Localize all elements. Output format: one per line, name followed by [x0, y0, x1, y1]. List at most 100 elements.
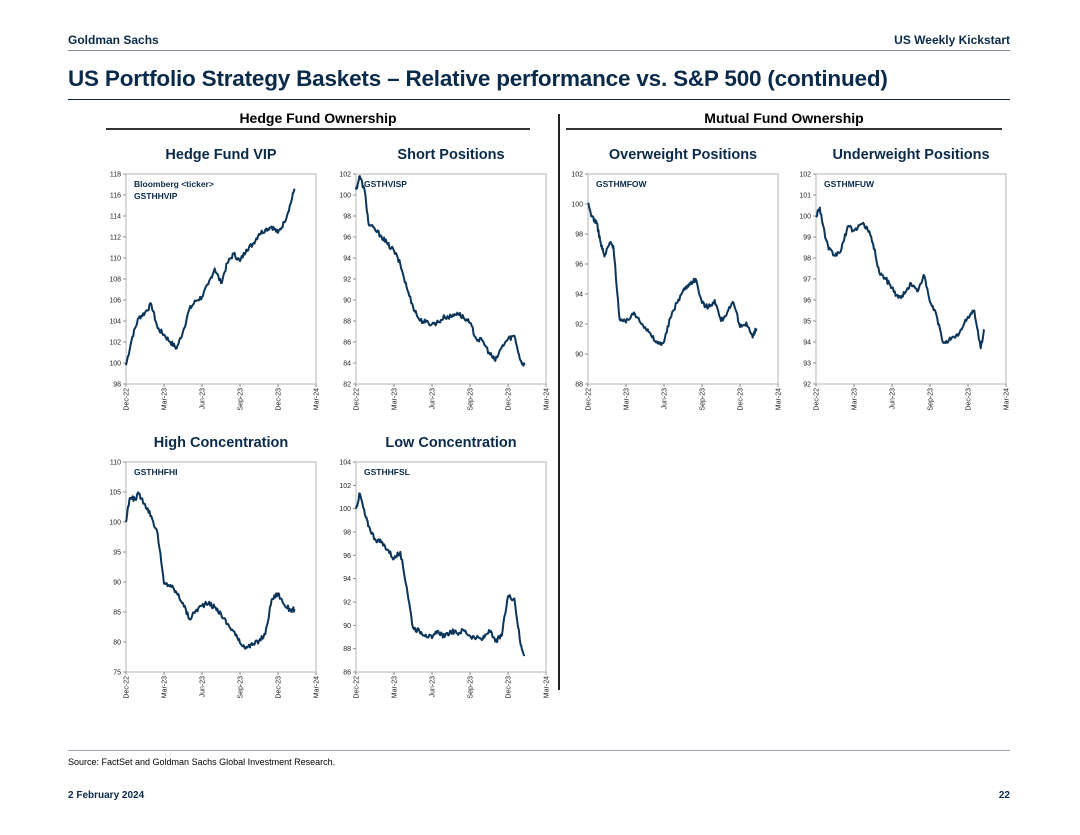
x-tick-label: Mar-23	[624, 388, 631, 410]
y-tick-label: 93	[803, 361, 811, 368]
x-tick-label: Dec-23	[966, 388, 973, 411]
y-tick-label: 105	[109, 490, 121, 497]
y-tick-label: 110	[110, 256, 121, 263]
y-tick-label: 92	[343, 277, 351, 284]
x-tick-label: Mar-23	[852, 388, 859, 410]
y-tick-label: 94	[803, 340, 811, 347]
x-tick-label: Jun-23	[890, 388, 897, 410]
y-tick-label: 101	[799, 193, 811, 200]
ticker-annotation: GSTHMFOW	[596, 179, 647, 189]
ticker-annotation: GSTHVISP	[364, 179, 407, 189]
section-title-hedge-fund: Hedge Fund Ownership	[239, 110, 397, 126]
y-tick-label: 88	[343, 646, 351, 653]
y-tick-label: 90	[575, 352, 583, 359]
y-tick-label: 92	[343, 600, 351, 607]
y-tick-label: 94	[343, 576, 351, 583]
x-tick-label: Sep-23	[468, 676, 475, 699]
y-tick-label: 88	[343, 319, 351, 326]
page-number: 22	[998, 790, 1010, 801]
x-tick-label: Mar-24	[1004, 388, 1011, 410]
y-tick-label: 95	[113, 550, 121, 557]
y-tick-label: 100	[571, 202, 583, 209]
y-tick-label: 85	[113, 610, 121, 617]
plot-frame	[815, 173, 1007, 385]
chart-title: Overweight Positions	[609, 147, 757, 163]
y-tick-label: 90	[113, 580, 121, 587]
ticker-annotation: GSTHHFHI	[134, 467, 177, 477]
y-tick-label: 94	[575, 292, 583, 299]
ticker-annotation: GSTHMFUW	[824, 179, 875, 189]
x-tick-label: Mar-24	[544, 676, 551, 698]
section-divider	[558, 114, 560, 690]
x-tick-label: Mar-24	[776, 388, 783, 410]
y-tick-label: 98	[575, 232, 583, 239]
chart-svg: Hedge Fund VIP 98 100 102 104 106 108 110 112 114…	[109, 147, 321, 411]
x-tick-label: Jun-23	[200, 676, 207, 698]
x-tick-label: Sep-23	[700, 388, 707, 411]
y-tick-label: 84	[343, 361, 351, 368]
x-tick-label: Sep-23	[468, 388, 475, 411]
publication-name: US Weekly Kickstart	[894, 33, 1010, 47]
x-tick-label: Dec-23	[506, 388, 513, 411]
x-tick-label: Dec-22	[586, 388, 593, 411]
series-line	[355, 492, 526, 657]
x-tick-label: Jun-23	[430, 676, 437, 698]
chart-overweight-positions: Overweight Positions 88 90 92 94 96 98 100 102 De…	[512, 142, 786, 430]
x-tick-label: Mar-24	[544, 388, 551, 410]
y-tick-label: 86	[343, 670, 351, 677]
x-tick-label: Dec-22	[814, 388, 821, 411]
series-line	[355, 175, 526, 367]
plot-frame	[587, 173, 779, 385]
x-tick-label: Dec-23	[276, 388, 283, 411]
y-tick-label: 100	[109, 361, 121, 368]
y-tick-label: 96	[575, 262, 583, 269]
chart-hedge-fund-vip: Hedge Fund VIP 98 100 102 104 106 108 110 112 114…	[50, 142, 320, 430]
plot-frame	[125, 461, 317, 673]
series-line	[125, 491, 296, 650]
y-tick-label: 108	[109, 277, 121, 284]
y-tick-label: 100	[339, 193, 351, 200]
y-tick-label: 82	[343, 382, 351, 389]
y-tick-label: 97	[803, 277, 811, 284]
y-tick-label: 90	[343, 298, 351, 305]
x-tick-label: Dec-23	[506, 676, 513, 699]
section-rule-mutual-fund	[566, 128, 1002, 130]
chart-title: High Concentration	[154, 435, 289, 451]
x-tick-label: Dec-22	[354, 676, 361, 699]
ticker-annotation: Bloomberg <ticker>	[134, 179, 214, 189]
y-tick-label: 96	[803, 298, 811, 305]
x-tick-label: Mar-23	[392, 676, 399, 698]
x-tick-label: Dec-22	[354, 388, 361, 411]
x-tick-label: Sep-23	[238, 388, 245, 411]
plot-frame	[355, 173, 547, 385]
y-tick-label: 98	[343, 214, 351, 221]
x-tick-label: Mar-23	[162, 388, 169, 410]
plot-frame	[355, 461, 547, 673]
y-tick-label: 102	[571, 172, 583, 179]
chart-low-concentration: Low Concentration 86 88 90 92 94 96 98 100 102 104…	[280, 430, 550, 720]
y-tick-label: 75	[113, 670, 121, 677]
page-title: US Portfolio Strategy Baskets – Relative…	[68, 66, 888, 91]
section-rule-hedge-fund	[106, 128, 530, 130]
ticker-annotation: GSTHHFSL	[364, 467, 410, 477]
chart-high-concentration: High Concentration 75 80 85 90 95 100 105 110 Dec…	[50, 430, 320, 720]
chart-svg: Short Positions 82 84 86 88 90 92 94 96 98 100 102 D…	[339, 147, 551, 411]
y-tick-label: 106	[109, 298, 121, 305]
x-tick-label: Mar-24	[314, 388, 321, 410]
y-tick-label: 92	[575, 322, 583, 329]
y-tick-label: 102	[339, 172, 351, 179]
y-tick-label: 104	[339, 460, 351, 467]
y-tick-label: 99	[803, 235, 811, 242]
y-tick-label: 102	[339, 483, 351, 490]
y-tick-label: 95	[803, 319, 811, 326]
ticker-annotation: GSTHHVIP	[134, 191, 178, 201]
series-line	[587, 202, 758, 347]
x-tick-label: Mar-23	[392, 388, 399, 410]
x-tick-label: Dec-23	[276, 676, 283, 699]
y-tick-label: 98	[113, 382, 121, 389]
y-tick-label: 96	[343, 553, 351, 560]
y-tick-label: 80	[113, 640, 121, 647]
x-tick-label: Dec-22	[124, 388, 131, 411]
y-tick-label: 90	[343, 623, 351, 630]
x-tick-label: Jun-23	[662, 388, 669, 410]
